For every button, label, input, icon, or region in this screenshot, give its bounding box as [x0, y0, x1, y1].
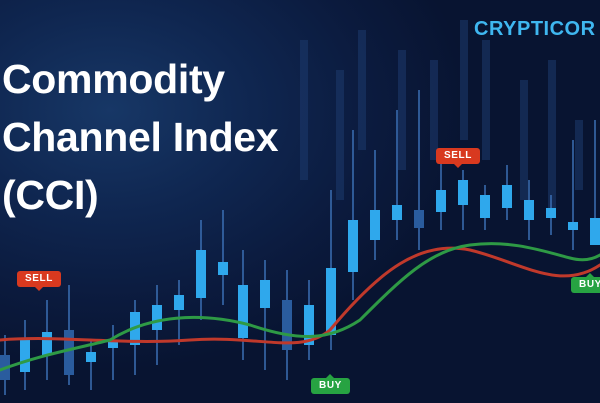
candle-body — [304, 305, 314, 345]
background-candle — [300, 40, 308, 180]
buy-badge-bottom: BUY — [311, 374, 350, 394]
candle-body — [436, 190, 446, 212]
candle-body — [590, 218, 600, 245]
candle-body — [238, 285, 248, 338]
sell-badge-label: SELL — [444, 150, 472, 161]
buy-badge-right: BUY — [571, 273, 600, 293]
candle-body — [196, 250, 206, 298]
background-candle — [358, 30, 366, 150]
candle-body — [86, 352, 96, 362]
candle-body — [370, 210, 380, 240]
candle-body — [174, 295, 184, 310]
background-candle — [398, 50, 406, 170]
candle-body — [64, 330, 74, 375]
candle-body — [218, 262, 228, 275]
candle-body — [20, 340, 30, 372]
candle-body — [502, 185, 512, 208]
candle-body — [42, 332, 52, 355]
brand-logo: CRYPTICOR — [474, 18, 596, 40]
candle-body — [152, 305, 162, 330]
candle-body — [524, 200, 534, 220]
sell-badge-top: SELL — [436, 148, 480, 168]
background-candle — [548, 60, 556, 210]
candle-body — [108, 340, 118, 348]
sell-badge-left: SELL — [17, 271, 61, 291]
title-line-3: (CCI) — [2, 172, 99, 218]
candle-body — [392, 205, 402, 220]
candle-body — [458, 180, 468, 205]
title-line-1: Commodity — [2, 56, 225, 102]
candle-body — [546, 208, 556, 218]
page-title: Commodity Channel Index (CCI) — [2, 50, 279, 224]
buy-badge-label: BUY — [579, 279, 600, 290]
candle-body — [414, 210, 424, 228]
sell-badge-label: SELL — [25, 273, 53, 284]
candle-body — [282, 300, 292, 350]
candle-body — [568, 222, 578, 230]
background-candle — [430, 60, 438, 160]
background-candle — [575, 120, 583, 190]
candle-body — [480, 195, 490, 218]
candle-body — [326, 268, 336, 335]
background-candle — [460, 20, 468, 140]
background-candle — [482, 40, 490, 160]
green-indicator-line — [0, 242, 600, 372]
background-candle — [336, 70, 344, 200]
candle-body — [348, 220, 358, 272]
red-indicator-line — [0, 246, 600, 345]
title-line-2: Channel Index — [2, 114, 279, 160]
candle-body — [260, 280, 270, 308]
background-candle — [520, 80, 528, 200]
buy-badge-label: BUY — [319, 380, 342, 391]
